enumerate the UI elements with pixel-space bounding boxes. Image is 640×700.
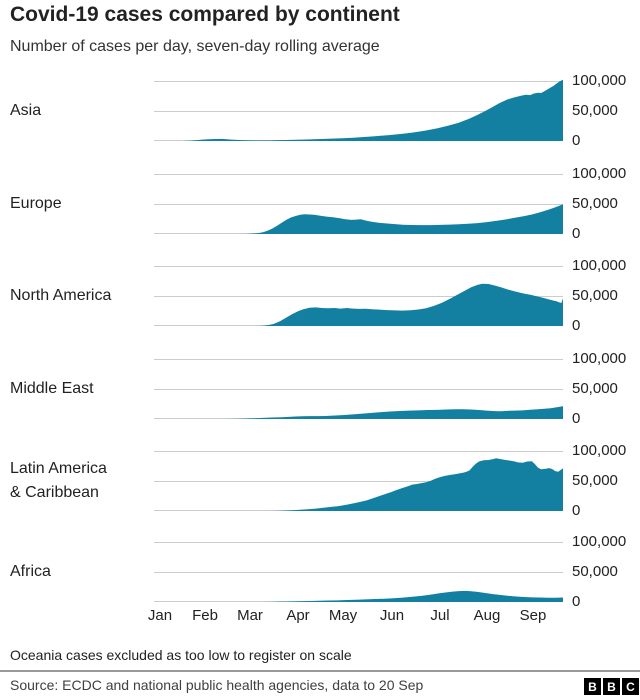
gridline-50k <box>154 481 563 482</box>
bbc-logo-block: C <box>622 678 639 695</box>
gridline-100k <box>154 359 563 360</box>
tick-label-50k: 50,000 <box>572 380 618 397</box>
tick-label-100k: 100,000 <box>572 257 627 274</box>
gridline-50k <box>154 389 563 390</box>
area-chart-africa <box>154 542 563 602</box>
tick-label-0: 0 <box>572 502 581 519</box>
row-label-line: Africa <box>10 563 51 580</box>
tick-label-50k: 50,000 <box>572 472 618 489</box>
row-label-line: North America <box>10 287 112 304</box>
row-label-asia: Asia <box>10 81 160 141</box>
row-label-north-america: North America <box>10 266 160 326</box>
bbc-logo-block: B <box>603 678 620 695</box>
plot-latin-america <box>154 451 563 511</box>
chart-row-asia: Asia 100,000 50,000 0 <box>0 72 640 149</box>
footnote: Oceania cases excluded as too low to reg… <box>10 647 352 663</box>
tick-label-100k: 100,000 <box>572 350 627 367</box>
tick-label-100k: 100,000 <box>572 165 627 182</box>
plot-middle-east <box>154 359 563 419</box>
tick-label-0: 0 <box>572 593 581 610</box>
area-chart-asia <box>154 79 563 141</box>
area-chart-middle-east <box>154 359 563 419</box>
source-text: Source: ECDC and national public health … <box>10 677 424 693</box>
tick-label-50k: 50,000 <box>572 102 618 119</box>
chart-title: Covid-19 cases compared by continent <box>10 3 400 26</box>
month-label-jun: Jun <box>379 607 405 624</box>
month-label-aug: Aug <box>473 607 501 624</box>
footer-divider <box>0 670 640 672</box>
chart-row-north-america: North America 100,000 50,000 0 <box>0 257 640 334</box>
month-label-apr: Apr <box>286 607 310 624</box>
row-label-line: Latin America <box>10 460 107 477</box>
area-chart-north-america <box>154 266 563 326</box>
tick-label-50k: 50,000 <box>572 287 618 304</box>
gridline-100k <box>154 174 563 175</box>
tick-label-100k: 100,000 <box>572 72 627 89</box>
month-label-may: May <box>328 607 358 624</box>
chart-row-middle-east: Middle East 100,000 50,000 0 <box>0 350 640 427</box>
area-chart-europe <box>154 174 563 234</box>
tick-label-0: 0 <box>572 410 581 427</box>
month-label-jan: Jan <box>147 607 173 624</box>
tick-label-100k: 100,000 <box>572 442 627 459</box>
plot-europe <box>154 174 563 234</box>
row-label-line: Asia <box>10 102 42 119</box>
tick-label-0: 0 <box>572 225 581 242</box>
gridline-50k <box>154 296 563 297</box>
month-label-mar: Mar <box>237 607 263 624</box>
plot-north-america <box>154 266 563 326</box>
month-label-feb: Feb <box>192 607 218 624</box>
tick-label-0: 0 <box>572 132 581 149</box>
gridline-100k <box>154 451 563 452</box>
tick-label-50k: 50,000 <box>572 195 618 212</box>
row-label-line: Middle East <box>10 380 94 397</box>
chart-subtitle: Number of cases per day, seven-day rolli… <box>10 38 380 55</box>
row-label-africa: Africa <box>10 542 160 602</box>
chart-row-africa: Africa 100,000 50,000 0 <box>0 533 640 610</box>
bbc-logo-block: B <box>584 678 601 695</box>
month-label-jul: Jul <box>430 607 450 624</box>
tick-label-0: 0 <box>572 317 581 334</box>
gridline-50k <box>154 204 563 205</box>
tick-label-100k: 100,000 <box>572 533 627 550</box>
chart-row-latin-america: Latin America & Caribbean 100,000 50,000… <box>0 442 640 519</box>
row-label-line: & Caribbean <box>10 484 99 501</box>
gridline-100k <box>154 542 563 543</box>
plot-africa <box>154 542 563 602</box>
row-label-europe: Europe <box>10 174 160 234</box>
row-label-middle-east: Middle East <box>10 359 160 419</box>
row-label-latin-america: Latin America & Caribbean <box>10 451 160 511</box>
gridline-50k <box>154 111 563 112</box>
bbc-logo: B B C <box>584 678 640 695</box>
gridline-100k <box>154 266 563 267</box>
area-chart-latin-america <box>154 451 563 511</box>
plot-asia <box>154 79 563 141</box>
tick-label-50k: 50,000 <box>572 563 618 580</box>
gridline-50k <box>154 572 563 573</box>
month-label-sep: Sep <box>519 607 547 624</box>
row-label-line: Europe <box>10 195 62 212</box>
chart-row-europe: Europe 100,000 50,000 0 <box>0 165 640 242</box>
gridline-100k <box>154 81 563 82</box>
